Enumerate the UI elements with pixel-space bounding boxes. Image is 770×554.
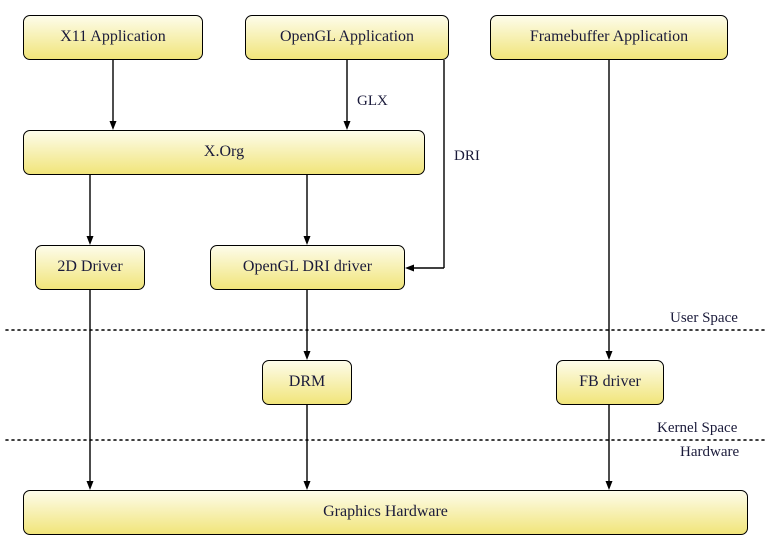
diagram-stage: { "type": "flowchart", "canvas": { "widt… bbox=[0, 0, 770, 554]
node-xorg: X.Org bbox=[23, 130, 425, 175]
node-framebuffer-application: Framebuffer Application bbox=[490, 15, 728, 60]
node-opengl-dri-driver: OpenGL DRI driver bbox=[210, 245, 405, 290]
node-graphics-hardware: Graphics Hardware bbox=[23, 490, 748, 535]
node-opengl-application: OpenGL Application bbox=[245, 15, 449, 60]
zone-label-kernel-space: Kernel Space bbox=[657, 420, 737, 437]
zone-label-hardware: Hardware bbox=[680, 444, 739, 461]
edge-label-dri: DRI bbox=[454, 148, 480, 165]
node-2d-driver: 2D Driver bbox=[35, 245, 145, 290]
node-x11-application: X11 Application bbox=[23, 15, 203, 60]
node-fb-driver: FB driver bbox=[556, 360, 664, 405]
edge-label-glx: GLX bbox=[357, 93, 388, 110]
zone-label-user-space: User Space bbox=[670, 310, 738, 327]
node-drm: DRM bbox=[262, 360, 352, 405]
